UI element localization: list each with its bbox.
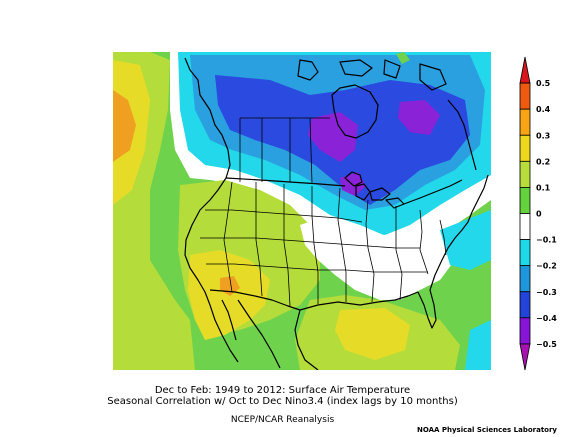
geographic-outlines	[184, 57, 489, 370]
colorbar-swatch	[519, 108, 531, 136]
colorbar-swatch	[519, 134, 531, 162]
colorbar-swatch	[519, 317, 531, 345]
colorbar-label: −0.3	[536, 288, 557, 297]
colorbar-swatch	[519, 291, 531, 319]
field-purple-east	[398, 100, 440, 135]
field-atlantic-cyan	[440, 210, 491, 270]
correlation-field	[113, 52, 491, 370]
title-line-2: Seasonal Correlation w/ Oct to Dec Nino3…	[107, 396, 458, 407]
colorbar-label: −0.5	[536, 340, 557, 349]
title-line-3: NCEP/NCAR Reanalysis	[230, 415, 335, 425]
colorbar-swatch	[519, 160, 531, 188]
colorbar-swatch	[519, 56, 531, 84]
colorbar-swatch	[519, 239, 531, 267]
state-borders	[200, 181, 447, 307]
colorbar: 0.5 0.4 0.3 0.2 0.1 0 −0.1 −0.2 −0.3 −0.4 −0.5	[519, 56, 557, 371]
field-purple-lakes	[340, 172, 366, 196]
colorbar-label: −0.2	[536, 262, 557, 271]
field-east-white	[300, 215, 460, 300]
field-greenland-spot	[396, 52, 410, 64]
colorbar-swatch	[519, 213, 531, 240]
colorbar-label: −0.4	[536, 314, 557, 323]
colorbar-label: 0	[536, 210, 542, 219]
colorbar-label: 0.3	[536, 131, 550, 140]
colorbar-swatch	[519, 343, 531, 371]
colorbar-swatch	[519, 265, 531, 293]
field-west-orange	[113, 90, 136, 162]
field-gulf-yellow	[335, 308, 410, 360]
colorbar-label: 0.4	[536, 105, 551, 114]
colorbar-label: −0.1	[536, 236, 557, 245]
credit-label: NOAA Physical Sciences Laboratory	[416, 426, 557, 434]
colorbar-label: 0.5	[536, 79, 551, 88]
field-purple-main	[308, 112, 358, 162]
colorbar-swatch	[519, 82, 531, 110]
colorbar-label: 0.2	[536, 157, 550, 166]
title-line-1: Dec to Feb: 1949 to 2012: Surface Air Te…	[154, 385, 411, 396]
colorbar-swatch	[519, 187, 531, 214]
colorbar-label: 0.1	[536, 183, 551, 192]
field-se-cyan	[465, 320, 491, 370]
